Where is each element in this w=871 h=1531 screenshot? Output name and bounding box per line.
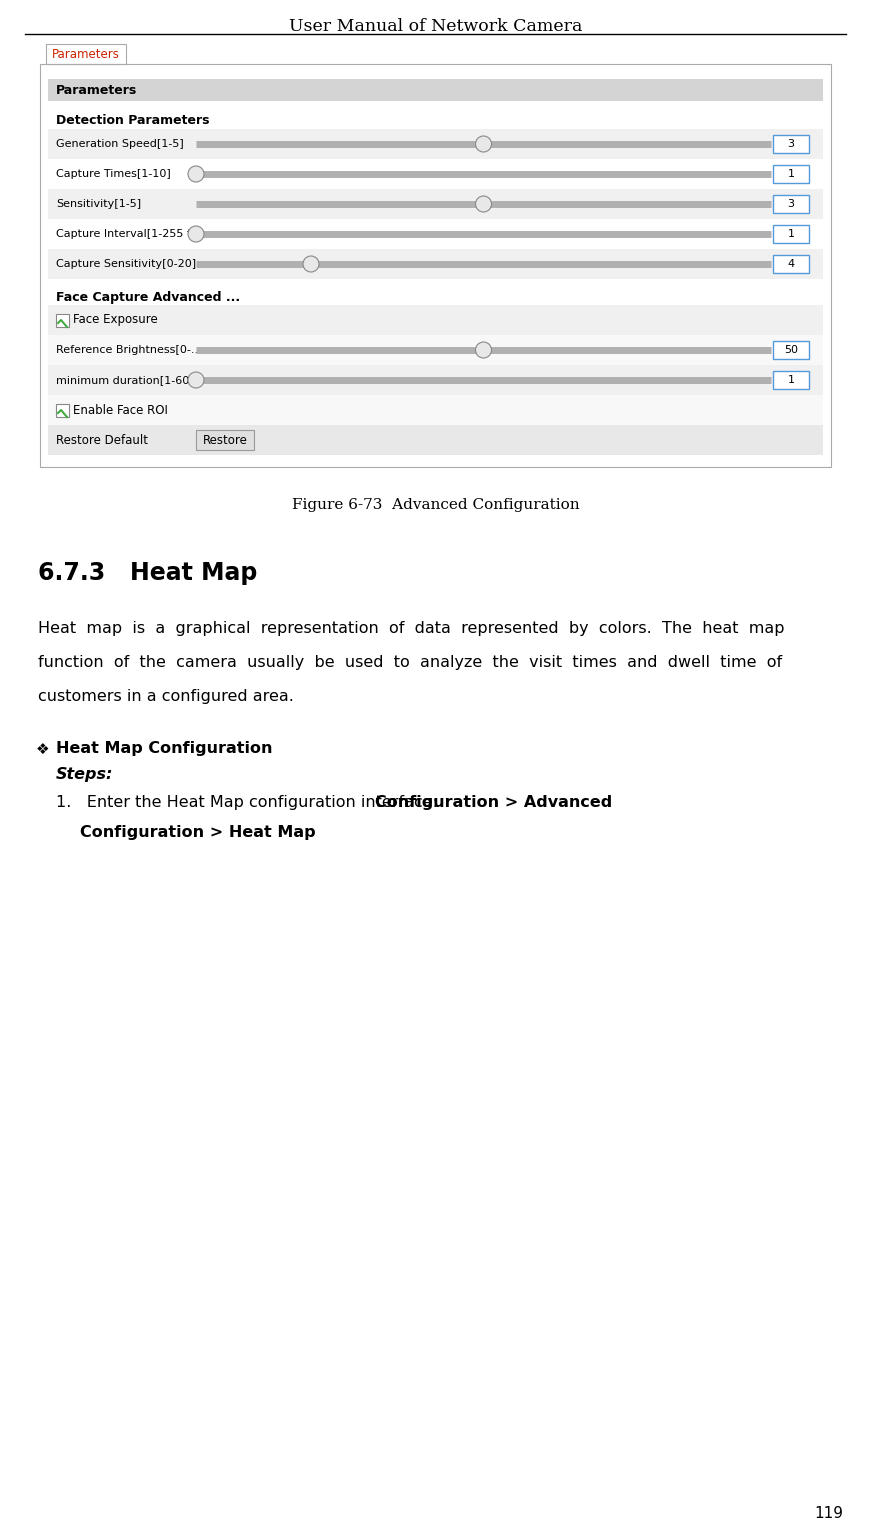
Bar <box>48 364 823 395</box>
Text: Configuration > Advanced: Configuration > Advanced <box>375 796 611 810</box>
Text: Steps:: Steps: <box>56 767 113 782</box>
Bar <box>56 404 69 416</box>
Bar <box>773 194 809 213</box>
Bar <box>46 44 126 64</box>
Bar <box>48 250 823 279</box>
Circle shape <box>476 196 491 211</box>
Circle shape <box>188 227 204 242</box>
Text: 4: 4 <box>787 259 794 269</box>
Bar <box>773 256 809 273</box>
Text: 6.7.3   Heat Map: 6.7.3 Heat Map <box>38 560 257 585</box>
Text: 3: 3 <box>787 139 794 149</box>
Text: Figure 6-73  Advanced Configuration: Figure 6-73 Advanced Configuration <box>292 498 579 511</box>
Text: Restore: Restore <box>203 433 247 447</box>
Text: Heat  map  is  a  graphical  representation  of  data  represented  by  colors. : Heat map is a graphical representation o… <box>38 622 785 635</box>
Text: Face Capture Advanced ...: Face Capture Advanced ... <box>56 291 240 303</box>
Circle shape <box>476 136 491 152</box>
Text: 119: 119 <box>814 1505 843 1520</box>
Text: minimum duration[1-60...: minimum duration[1-60... <box>56 375 200 384</box>
Text: ❖: ❖ <box>36 741 50 756</box>
Text: Enable Face ROI: Enable Face ROI <box>73 404 168 416</box>
Bar <box>48 80 823 101</box>
Text: Parameters: Parameters <box>52 47 120 61</box>
Text: customers in a configured area.: customers in a configured area. <box>38 689 294 704</box>
Bar <box>48 426 823 455</box>
Bar <box>773 371 809 389</box>
Text: 50: 50 <box>784 344 798 355</box>
Text: User Manual of Network Camera: User Manual of Network Camera <box>289 18 582 35</box>
Bar <box>773 165 809 184</box>
Text: Heat Map Configuration: Heat Map Configuration <box>56 741 273 756</box>
Bar <box>48 335 823 364</box>
Text: 1: 1 <box>787 168 794 179</box>
Text: Capture Interval[1-255 fra...: Capture Interval[1-255 fra... <box>56 230 213 239</box>
Bar <box>48 219 823 250</box>
Text: Face Exposure: Face Exposure <box>73 314 158 326</box>
FancyBboxPatch shape <box>196 430 254 450</box>
Bar <box>773 341 809 358</box>
Bar <box>56 314 69 326</box>
Text: Capture Times[1-10]: Capture Times[1-10] <box>56 168 171 179</box>
Bar <box>48 159 823 188</box>
Text: Sensitivity[1-5]: Sensitivity[1-5] <box>56 199 141 210</box>
Bar <box>48 305 823 335</box>
Text: Reference Brightness[0-...: Reference Brightness[0-... <box>56 344 202 355</box>
Text: 1: 1 <box>787 375 794 384</box>
Text: Configuration > Heat Map: Configuration > Heat Map <box>80 825 315 841</box>
Text: Parameters: Parameters <box>56 84 138 96</box>
Bar <box>48 129 823 159</box>
Circle shape <box>188 372 204 387</box>
Text: function  of  the  camera  usually  be  used  to  analyze  the  visit  times  an: function of the camera usually be used t… <box>38 655 782 671</box>
Text: Detection Parameters: Detection Parameters <box>56 115 210 127</box>
Text: Restore Default: Restore Default <box>56 433 148 447</box>
Text: Generation Speed[1-5]: Generation Speed[1-5] <box>56 139 184 149</box>
Bar <box>773 225 809 243</box>
Text: Capture Sensitivity[0-20]: Capture Sensitivity[0-20] <box>56 259 196 269</box>
Text: 3: 3 <box>787 199 794 210</box>
Circle shape <box>188 165 204 182</box>
Text: 1: 1 <box>787 230 794 239</box>
Text: 1.   Enter the Heat Map configuration interface:: 1. Enter the Heat Map configuration inte… <box>56 796 443 810</box>
Bar <box>48 395 823 426</box>
Bar <box>40 64 831 467</box>
Bar <box>48 188 823 219</box>
Bar <box>773 135 809 153</box>
Circle shape <box>303 256 319 273</box>
Circle shape <box>476 341 491 358</box>
